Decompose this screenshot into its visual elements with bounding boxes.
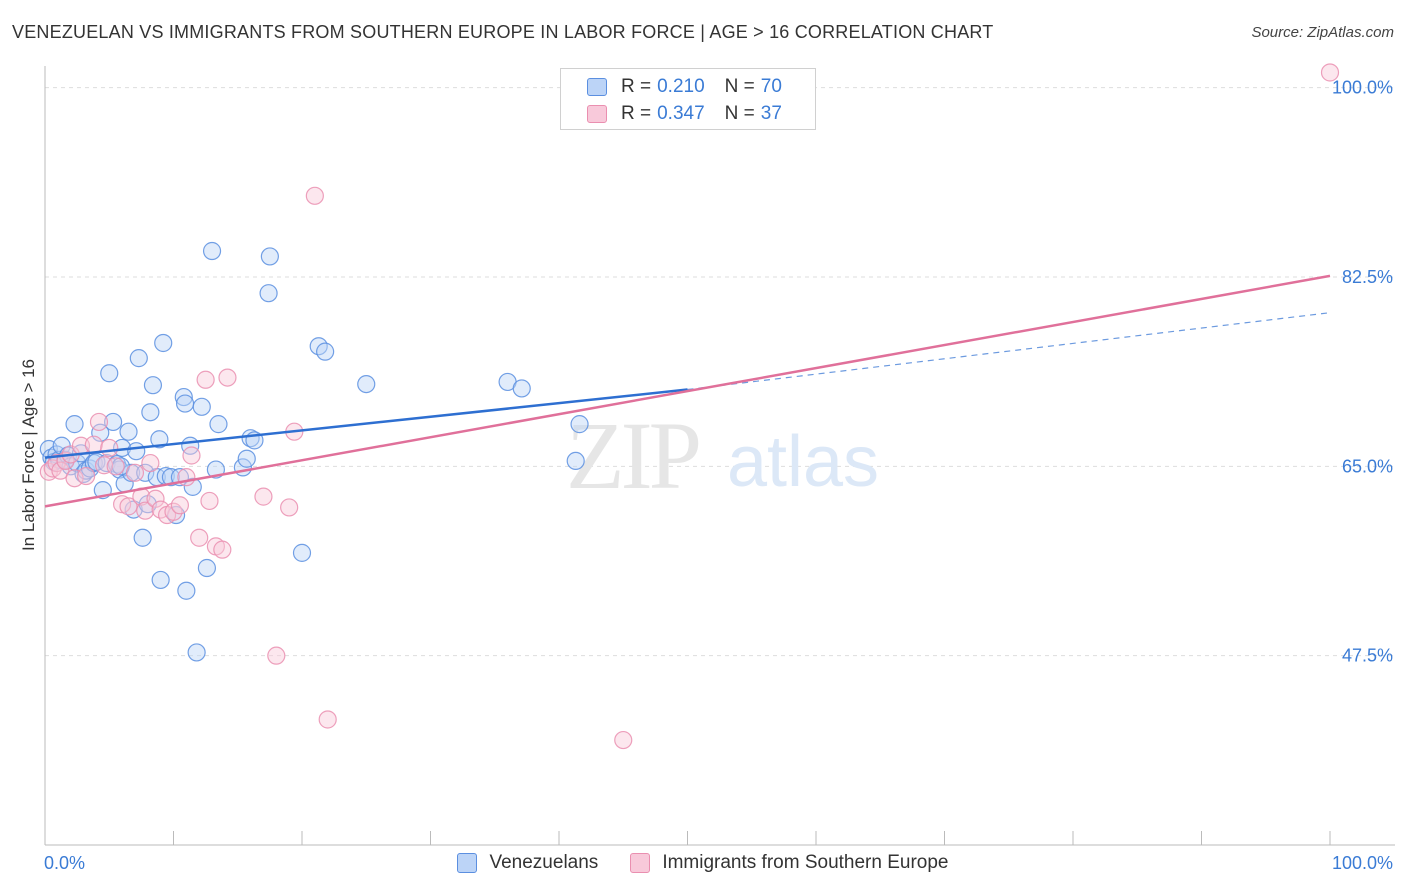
- data-point-southern-europe: [190, 528, 209, 547]
- data-point-southern-europe: [170, 496, 190, 515]
- data-point-southern-europe: [267, 646, 286, 665]
- data-point-venezuelan: [197, 558, 217, 578]
- data-point-venezuelan: [174, 387, 193, 407]
- data-point-venezuelan: [133, 528, 152, 547]
- data-point-venezuelan: [100, 364, 119, 383]
- data-point-southern-europe: [305, 186, 324, 205]
- data-point-venezuelan: [154, 333, 173, 353]
- data-point-venezuelan: [104, 412, 123, 432]
- trend-line-southern-europe: [44, 274, 1331, 508]
- y-tick-label: 65.0%: [1342, 456, 1393, 476]
- legend-r-value: 0.210: [657, 76, 705, 97]
- data-point-southern-europe: [196, 370, 215, 389]
- data-point-southern-europe: [77, 466, 96, 486]
- trend-line-venezuelans: [44, 388, 688, 459]
- data-point-southern-europe: [106, 457, 125, 476]
- legend-n-value: 37: [760, 103, 782, 124]
- axes: [44, 66, 1395, 846]
- data-point-venezuelan: [141, 403, 160, 422]
- data-point-venezuelan: [177, 581, 196, 600]
- legend-item-southern-europe[interactable]: Immigrants from Southern Europe: [630, 852, 949, 874]
- data-point-venezuelan: [357, 374, 376, 394]
- data-point-southern-europe: [318, 710, 337, 729]
- legend-n-label: N =: [724, 103, 755, 124]
- data-point-venezuelan: [151, 570, 170, 590]
- tick-labels: 47.5% 65.0% 82.5% 100.0% 0.0% 100.0%: [44, 78, 1393, 873]
- data-point-venezuelan: [512, 379, 531, 398]
- watermark-zip: ZIP: [566, 402, 699, 509]
- chart-title: VENEZUELAN VS IMMIGRANTS FROM SOUTHERN E…: [12, 22, 994, 42]
- data-point-venezuelan: [292, 543, 312, 562]
- y-tick-label: 100.0%: [1332, 78, 1393, 98]
- data-point-venezuelan: [119, 422, 138, 441]
- data-point-venezuelan: [187, 643, 206, 662]
- legend-label-venezuelans: Venezuelans: [489, 852, 599, 873]
- legend-swatch-blue: [457, 853, 478, 873]
- x-tick-label: 100.0%: [1332, 853, 1393, 873]
- y-tick-label: 82.5%: [1342, 267, 1393, 287]
- data-point-venezuelan: [65, 415, 84, 434]
- data-point-southern-europe: [125, 463, 145, 482]
- data-point-southern-europe: [213, 540, 232, 559]
- series-venezuelans: [39, 241, 589, 662]
- data-point-southern-europe: [182, 446, 201, 465]
- data-point-venezuelan: [136, 463, 155, 482]
- data-point-venezuelan: [143, 376, 163, 395]
- data-point-venezuelan: [202, 241, 222, 261]
- data-point-southern-europe: [51, 461, 70, 480]
- data-point-southern-europe: [136, 501, 155, 520]
- legend-item-venezuelans[interactable]: Venezuelans: [457, 852, 598, 874]
- data-point-southern-europe: [89, 412, 109, 432]
- legend-r-label: R =: [621, 103, 652, 124]
- source-label: Source: ZipAtlas.com: [1251, 24, 1394, 41]
- trend-line-venezuelans-extension: [687, 312, 1331, 391]
- data-point-southern-europe: [614, 730, 633, 750]
- stats-legend: R = 0.210 N = 70 R = 0.347 N = 37: [560, 68, 816, 130]
- data-point-southern-europe: [119, 497, 138, 516]
- watermark-atlas: atlas: [727, 422, 879, 502]
- legend-row-venezuelans: R = 0.210 N = 70: [587, 75, 782, 99]
- data-point-venezuelan: [150, 430, 169, 449]
- data-point-venezuelan: [183, 477, 202, 496]
- series-legend: Venezuelans Immigrants from Southern Eur…: [0, 852, 1406, 874]
- data-point-southern-europe: [218, 368, 237, 387]
- legend-n-value: 70: [760, 76, 782, 97]
- data-point-southern-europe: [254, 487, 273, 506]
- gridlines: [45, 87, 1395, 657]
- data-point-southern-europe: [146, 489, 165, 508]
- data-point-venezuelan: [237, 449, 256, 468]
- legend-r-label: R =: [621, 76, 652, 97]
- legend-swatch-pink: [587, 105, 607, 123]
- legend-r-value: 0.347: [657, 103, 705, 124]
- data-point-southern-europe: [164, 502, 183, 521]
- x-tick-label: 0.0%: [44, 853, 85, 873]
- data-point-venezuelan: [121, 463, 141, 482]
- data-point-southern-europe: [1320, 63, 1340, 82]
- legend-n-label: N =: [724, 76, 755, 97]
- data-point-southern-europe: [65, 469, 84, 488]
- data-point-southern-europe: [280, 498, 299, 517]
- data-point-venezuelan: [127, 442, 146, 461]
- data-point-southern-europe: [100, 438, 119, 458]
- data-point-venezuelan: [260, 247, 279, 266]
- trend-lines: [44, 274, 1331, 508]
- data-point-venezuelan: [192, 397, 211, 416]
- data-point-venezuelan: [570, 415, 589, 434]
- y-axis-label: In Labor Force | Age > 16: [19, 359, 38, 551]
- data-point-venezuelan: [259, 284, 278, 303]
- legend-swatch-pink: [630, 853, 651, 873]
- data-point-venezuelan: [316, 342, 335, 361]
- data-point-southern-europe: [141, 453, 160, 473]
- data-point-venezuelan: [209, 415, 228, 434]
- legend-row-southern-europe: R = 0.347 N = 37: [587, 102, 782, 126]
- data-point-venezuelan: [129, 349, 148, 368]
- data-point-venezuelan: [566, 451, 585, 471]
- data-point-venezuelan: [175, 394, 195, 413]
- y-tick-label: 47.5%: [1342, 646, 1393, 666]
- legend-label-southern-europe: Immigrants from Southern Europe: [662, 852, 949, 873]
- data-point-southern-europe: [200, 491, 219, 511]
- legend-swatch-blue: [587, 78, 607, 96]
